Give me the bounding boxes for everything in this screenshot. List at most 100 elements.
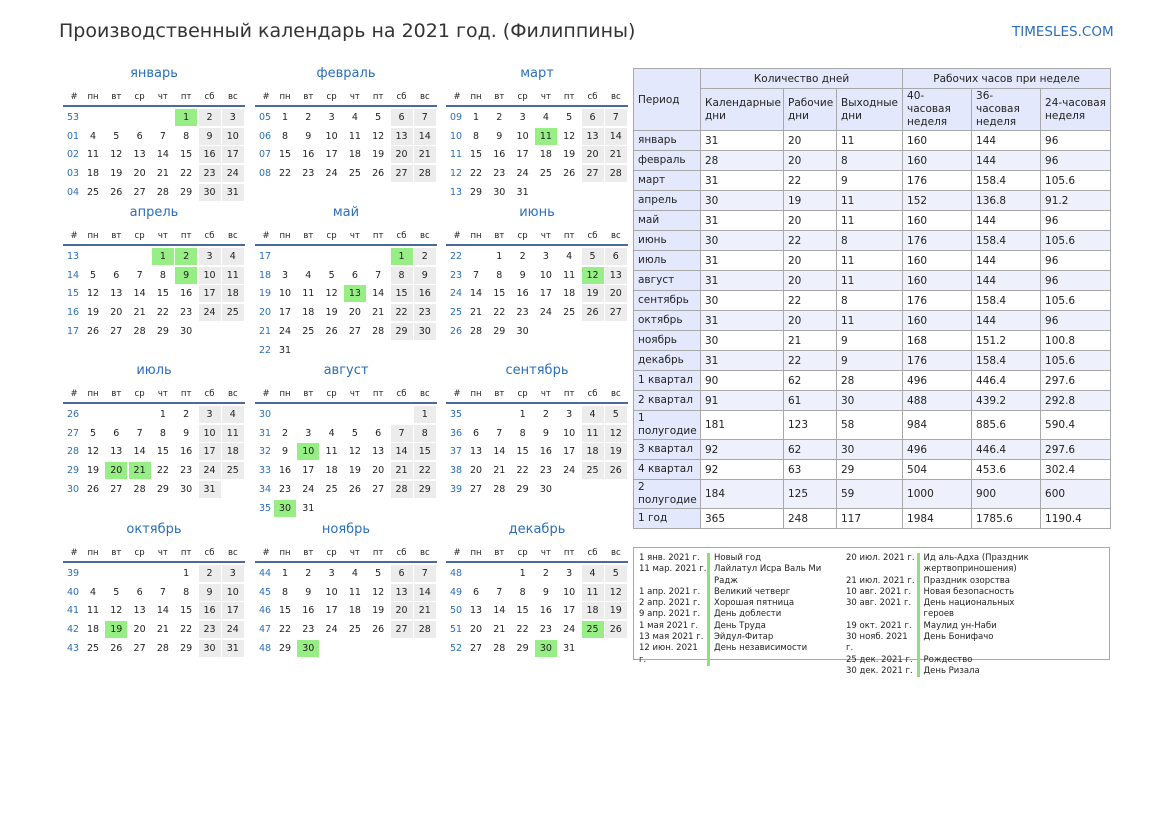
week-number: 53	[67, 112, 80, 123]
holiday-entry: 1 мая 2021 г. День Труда	[639, 620, 839, 633]
month-name: февраль	[316, 66, 376, 81]
holiday-name: Хорошая пятница	[707, 598, 839, 610]
cell: 96	[1040, 250, 1112, 271]
holiday-entry: 21 июл. 2021 г. Праздник озорства	[846, 575, 1046, 587]
weekday-header: сб	[204, 389, 215, 399]
day: 28	[156, 186, 169, 198]
header-rule	[255, 244, 437, 246]
day: 3	[566, 568, 573, 579]
day: 2	[198, 109, 221, 126]
stats-table: Период Количество дней Рабочих часов при н…	[633, 68, 1112, 529]
weekday-header: вс	[419, 92, 430, 102]
cell: 105.6	[1040, 170, 1112, 191]
week-number: 03	[67, 168, 80, 180]
weekday-header: вс	[610, 389, 621, 399]
period-cell: ноябрь	[633, 330, 701, 351]
day: 21	[390, 462, 413, 480]
week-number: 35	[450, 409, 463, 420]
holiday-column: 20 июл. 2021 г. Ид аль-Адха (Праздник жер…	[846, 553, 1046, 678]
weekday-header: вс	[419, 389, 430, 399]
table-row: сентябрь 30 22 8 176 158.4 105.6	[633, 290, 1112, 311]
weekday-header: пн	[470, 231, 482, 241]
weekday-header: ср	[134, 548, 145, 558]
weekday-header: #	[262, 548, 270, 558]
weekday-header: пт	[180, 231, 192, 241]
weekday-header: пн	[87, 92, 99, 102]
day: 26	[86, 483, 100, 495]
day: 7	[390, 424, 413, 442]
cell: 160	[902, 150, 973, 171]
weekday-header: вт	[494, 389, 505, 399]
day: 2	[281, 427, 289, 439]
period-cell: 1 год	[633, 508, 701, 529]
table-row: 3 квартал 92 62 30 496 446.4 297.6	[633, 439, 1112, 460]
table-row: 1 полугодие 181 123 58 984 885.6 590.4	[633, 410, 1112, 440]
day: 11	[534, 127, 557, 145]
week-number: 45	[259, 586, 272, 598]
month-name: март	[520, 66, 554, 81]
cell: 22	[783, 230, 837, 251]
day: 29	[180, 642, 193, 654]
day: 10	[539, 269, 552, 281]
table-row: 1 квартал 90 62 28 496 446.4 297.6	[633, 370, 1112, 391]
day: 13	[133, 149, 146, 161]
header-rule	[63, 402, 245, 404]
cell: 105.6	[1040, 290, 1112, 311]
weekday-header: пн	[279, 231, 291, 241]
cell: 20	[783, 150, 837, 171]
week-number: 50	[450, 605, 463, 617]
weekday-header: чт	[349, 389, 360, 399]
cell: 136.8	[971, 190, 1042, 211]
period-cell: апрель	[633, 190, 701, 211]
weekday-header: #	[453, 389, 461, 399]
day: 1	[151, 248, 174, 265]
week-number: 08	[259, 168, 272, 180]
day: 12	[325, 288, 338, 300]
cell: 446.4	[971, 370, 1042, 391]
day: 24	[325, 624, 338, 636]
holiday-name: День национальных героев	[916, 598, 1046, 621]
day: 2	[305, 112, 312, 123]
day: 9	[305, 586, 312, 598]
day: 8	[159, 269, 166, 281]
day: 8	[496, 269, 503, 281]
day: 24	[221, 621, 244, 639]
week-number: 48	[450, 568, 463, 579]
day: 30	[274, 499, 296, 517]
holiday-name: Лайлатул Исра Валь Ми Радж	[707, 564, 839, 587]
cell: 365	[700, 508, 784, 529]
day: 26	[581, 304, 604, 322]
day: 22	[156, 465, 169, 477]
day: 28	[372, 325, 385, 337]
day: 25	[563, 307, 576, 319]
day: 14	[493, 446, 506, 458]
day: 22	[413, 462, 436, 480]
day: 28	[493, 642, 506, 654]
day: 30	[493, 186, 506, 198]
day: 20	[390, 602, 413, 620]
cell: 11	[835, 210, 904, 231]
weekday-header: чт	[157, 92, 168, 102]
header-rule	[63, 105, 245, 107]
holiday-date: 21 июл. 2021 г.	[846, 575, 915, 586]
weekday-header: ср	[517, 389, 528, 399]
day: 14	[469, 288, 483, 300]
cell: 8	[835, 230, 904, 251]
holiday-date: 12 июн. 2021 г.	[639, 643, 698, 665]
weekday-header: сб	[587, 389, 598, 399]
header-cell: Календарные дни	[700, 88, 784, 131]
day: 6	[113, 427, 120, 439]
day: 11	[563, 269, 576, 281]
day: 18	[581, 443, 604, 461]
site-link[interactable]: TIMESLES.COM	[1012, 24, 1114, 40]
cell: 105.6	[1040, 350, 1112, 371]
day: 19	[604, 602, 627, 620]
day: 8	[183, 586, 190, 598]
day: 22	[180, 168, 193, 180]
day: 27	[133, 642, 146, 654]
day: 22	[493, 307, 506, 319]
day: 2	[183, 409, 190, 420]
day: 28	[493, 483, 506, 495]
day: 27	[469, 642, 483, 654]
weekday-header: #	[453, 231, 461, 241]
